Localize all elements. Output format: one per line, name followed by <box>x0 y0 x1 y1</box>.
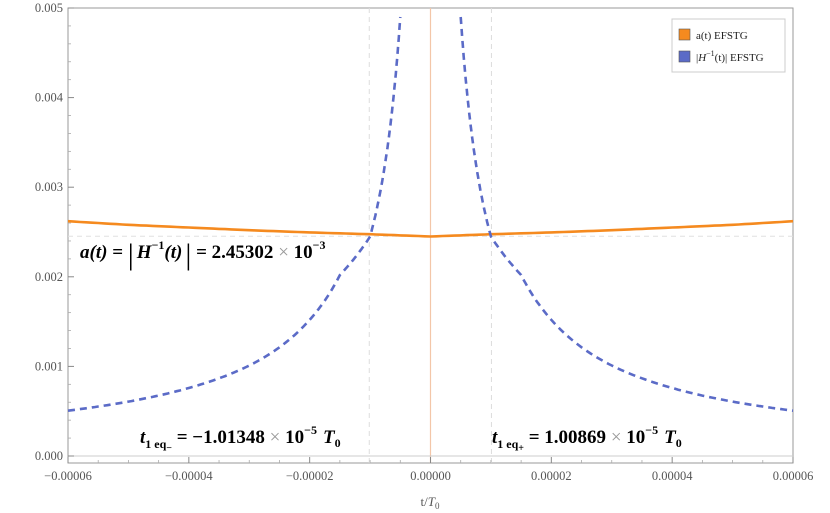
series-line-a-t <box>67 219 794 238</box>
x-tick-label: 0.00004 <box>652 469 693 483</box>
series-line-h-inverse-left <box>67 16 402 412</box>
x-tick-label: −0.00004 <box>165 469 213 483</box>
y-axis-ticks: 0.000 0.001 0.002 0.003 0.004 0.005 <box>35 1 74 463</box>
legend-label-h-inverse: |H−1(t)| EFSTG <box>696 49 764 64</box>
reference-lines <box>68 8 793 463</box>
y-tick-label: 0.004 <box>35 91 64 105</box>
legend-label-a: a(t) EFSTG <box>696 30 748 42</box>
y-tick-label: 0.005 <box>35 1 63 15</box>
annotation-equality: a(t) = | H−1(t) | = 2.45302 × 10−3 <box>80 238 326 271</box>
x-tick-label: −0.00002 <box>286 469 334 483</box>
legend-box <box>671 18 786 73</box>
y-tick-label: 0.002 <box>35 270 63 284</box>
x-tick-label: −0.00006 <box>44 469 92 483</box>
x-tick-label: 0.00000 <box>410 469 451 483</box>
annotation-t1-eq-minus: t1 eq− = −1.01348 × 10−5 T0 <box>140 423 341 454</box>
x-tick-label: 0.00002 <box>531 469 572 483</box>
legend-swatch-h-inverse <box>678 50 691 63</box>
annotation-t1-eq-plus: t1 eq+ = 1.00869 × 10−5 T0 <box>492 423 682 454</box>
x-tick-label: 0.00006 <box>773 469 814 483</box>
x-axis-title: t/T0 <box>421 494 440 511</box>
legend: a(t) EFSTG |H−1(t)| EFSTG <box>671 18 786 73</box>
y-tick-label: 0.000 <box>35 449 63 463</box>
series-line-h-inverse-right <box>459 16 794 412</box>
series-group <box>67 16 794 412</box>
y-tick-label: 0.001 <box>35 359 63 373</box>
y-tick-label: 0.003 <box>35 180 63 194</box>
x-axis-ticks: −0.00006 −0.00004 −0.00002 0.00000 0.00002 0.… <box>44 457 813 483</box>
legend-swatch-a <box>678 28 691 41</box>
